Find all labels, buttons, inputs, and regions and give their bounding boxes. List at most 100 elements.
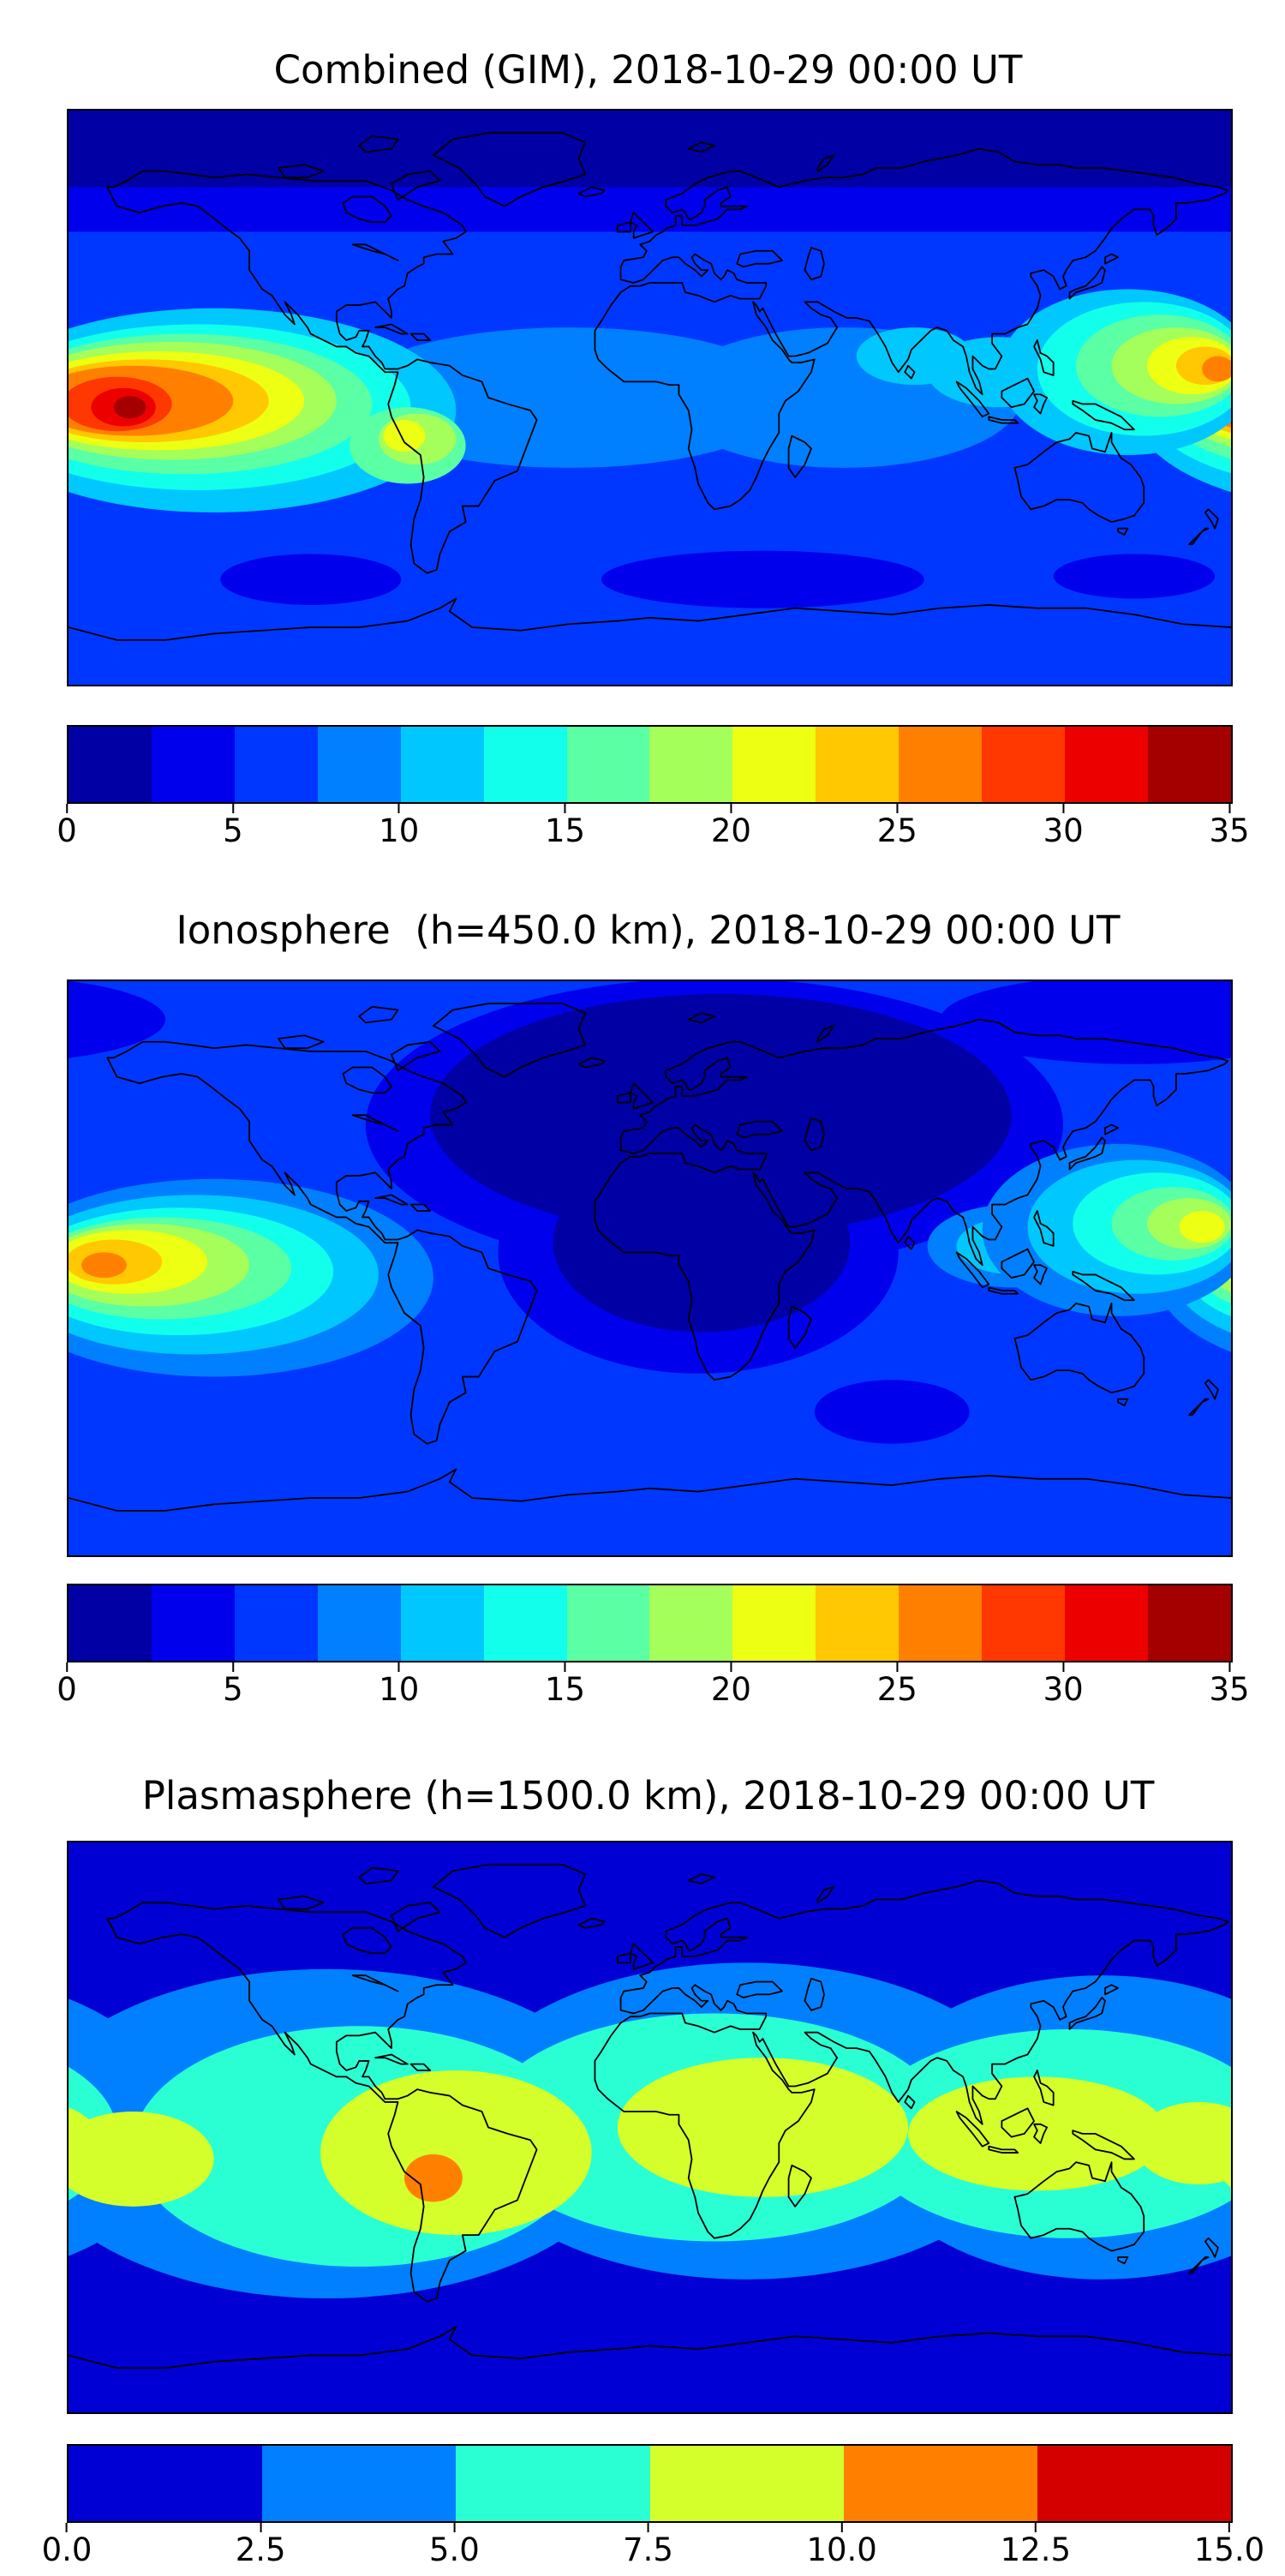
tick-label: 0 — [57, 812, 77, 849]
colorbar-segment — [456, 2446, 650, 2521]
tick-mark-icon — [564, 804, 566, 813]
colorbar-segment — [1037, 2446, 1231, 2521]
coastline-path — [343, 1068, 391, 1093]
coastline-path — [278, 1035, 324, 1048]
colorbar-segment — [816, 1585, 900, 1661]
colorbar-tick: 5.0 — [429, 2523, 480, 2568]
coastline-path — [789, 436, 811, 477]
coastline-path — [1001, 379, 1034, 408]
coastline-path — [989, 416, 1018, 422]
coastline-path — [391, 1902, 440, 1931]
coastline-path — [1073, 401, 1134, 430]
colorbar-segment — [69, 727, 152, 802]
colorbar-tick: 7.5 — [623, 2523, 673, 2568]
coastline-path — [1105, 255, 1118, 264]
colorbar-segment — [400, 727, 484, 802]
coastline-path — [359, 136, 397, 153]
tick-mark-icon — [231, 804, 234, 813]
tick-mark-icon — [896, 804, 899, 813]
colorbar-segment — [69, 1585, 152, 1661]
tick-mark-icon — [1228, 804, 1230, 813]
coastline-path — [1105, 1985, 1118, 1994]
colorbar-segment — [649, 1585, 733, 1661]
coastline-path — [631, 1083, 653, 1109]
colorbar-segment — [899, 1585, 983, 1661]
colorbar-ticks: 0 5 10 15 20 25 30 35 — [57, 804, 1250, 857]
coastline-path — [737, 1122, 782, 1138]
colorbar-segment — [843, 2446, 1037, 2521]
coastline-path — [1070, 267, 1105, 298]
tick-mark-icon — [1228, 1662, 1230, 1672]
colorbar-segment — [982, 1585, 1066, 1661]
colorbar-segment — [317, 727, 401, 802]
field-contour — [320, 2070, 592, 2236]
tick-label: 30 — [1043, 812, 1084, 849]
colorbar-segment — [483, 727, 567, 802]
tick-mark-icon — [564, 1662, 566, 1672]
coastline-path — [989, 2147, 1018, 2153]
coastlines — [69, 133, 1231, 640]
field-contour — [553, 1153, 851, 1333]
field-contour — [601, 550, 924, 608]
field-contour — [69, 2107, 101, 2179]
coastline-path — [957, 1252, 989, 1287]
field-contour — [220, 554, 402, 605]
coastline-path — [433, 1003, 585, 1077]
coastline-path — [618, 222, 631, 231]
tick-label: 5.0 — [428, 2531, 480, 2568]
coastline-path — [804, 1118, 824, 1150]
colorbar-segment — [1065, 727, 1148, 802]
coastline-path — [789, 2166, 811, 2207]
coastline-path — [618, 1093, 631, 1102]
colorbar-segment — [1065, 1585, 1148, 1661]
coastline-path — [1001, 2108, 1034, 2136]
coastline-path — [359, 1868, 397, 1884]
coastline-path — [359, 1007, 397, 1023]
colorbar-tick: 0.0 — [42, 2523, 92, 2568]
colorbar-tick: 0 — [57, 804, 77, 849]
tick-mark-icon — [1062, 804, 1065, 813]
coastline-path — [278, 1896, 324, 1909]
coastline-path — [1034, 340, 1054, 375]
colorbar-segment — [649, 727, 733, 802]
field-contour — [430, 993, 1012, 1237]
tick-mark-icon — [730, 1662, 732, 1672]
coastline-path — [579, 1057, 605, 1067]
coastline-path — [1205, 509, 1218, 528]
coastline-path — [1001, 1249, 1034, 1279]
colorbar-segment — [566, 1585, 650, 1661]
coastline-path — [411, 2064, 431, 2070]
tick-mark-icon — [1228, 2523, 1230, 2532]
field-contour — [814, 1380, 970, 1444]
colorbar-tick: 35 — [1209, 1662, 1250, 1708]
colorbar-segment — [649, 2446, 844, 2521]
tick-label: 0 — [57, 1671, 77, 1708]
coastline-path — [1189, 529, 1209, 545]
colorbar-tick: 30 — [1043, 804, 1084, 849]
world-map — [67, 979, 1233, 1557]
colorbar-segment — [234, 1585, 318, 1661]
coastline-path — [1034, 2124, 1047, 2143]
field-contour — [383, 420, 426, 452]
tick-mark-icon — [453, 2523, 456, 2532]
colorbar-tick: 25 — [877, 1662, 917, 1708]
coastline-path — [433, 1865, 585, 1938]
field-contour — [940, 981, 1231, 1064]
colorbar-tick: 15.0 — [1194, 2523, 1264, 2568]
colorbar-segment — [1147, 727, 1231, 802]
colorbar-segment — [816, 727, 900, 802]
colorbar-tick: 5 — [223, 804, 243, 849]
field-contour — [1133, 2101, 1231, 2184]
colorbar — [67, 2444, 1233, 2523]
coastline-path — [391, 1042, 440, 1071]
field-contour — [81, 1252, 127, 1279]
tick-label: 35 — [1209, 1671, 1250, 1708]
tick-label: 35 — [1209, 812, 1250, 849]
world-map-svg — [69, 981, 1231, 1555]
tick-mark-icon — [840, 2523, 843, 2532]
colorbar — [67, 1584, 1233, 1662]
tick-label: 15.0 — [1193, 2531, 1265, 2568]
colorbar-segment — [899, 727, 983, 802]
colorbar-ticks: 0 5 10 15 20 25 30 35 — [57, 1662, 1250, 1716]
coastline-path — [69, 1470, 1231, 1511]
